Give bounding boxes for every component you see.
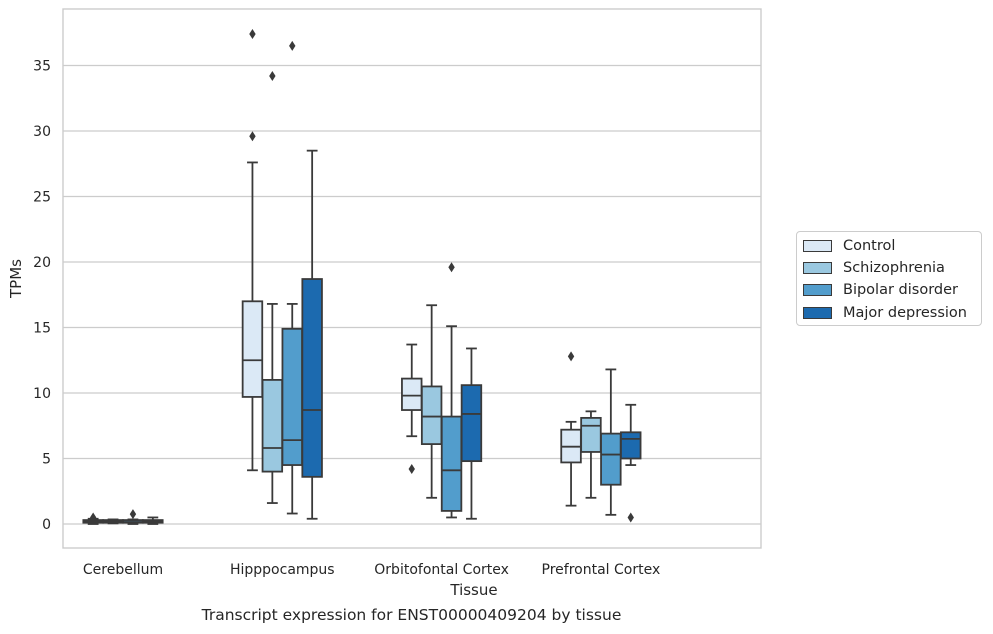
y-tick-label-15: 15	[33, 321, 51, 337]
legend-swatch-schizophrenia	[803, 262, 832, 274]
y-tick-label-10: 10	[33, 386, 51, 402]
box-iqr	[301, 278, 323, 478]
y-tick-label-20: 20	[33, 255, 51, 271]
outlier-point	[249, 29, 256, 40]
x-tick-label-orbitofontal-cortex: Orbitofontal Cortex	[374, 562, 509, 578]
outlier-point	[89, 512, 97, 523]
legend-swatch-bipolar-disorder	[803, 284, 832, 296]
gridlines	[63, 64, 761, 525]
outlier-point	[249, 131, 256, 142]
y-tick-label-0: 0	[42, 517, 51, 533]
box-iqr	[420, 385, 443, 445]
legend-label-bipolar-disorder: Bipolar disorder	[843, 282, 958, 298]
outlier-point	[269, 70, 276, 81]
y-tick-label-5: 5	[42, 452, 51, 468]
plot-area-frame	[62, 8, 762, 549]
box-iqr	[241, 300, 264, 398]
y-tick-label-30: 30	[33, 124, 51, 140]
legend-label-control: Control	[843, 238, 896, 254]
box-cerebellum-major-depression	[142, 516, 164, 525]
box-iqr	[281, 327, 303, 466]
outlier-point	[448, 262, 455, 273]
legend-item-major-depression: Major depression	[803, 303, 967, 323]
y-axis-label: TPMs	[7, 259, 25, 299]
box-prefrontal-cortex-major-depression	[620, 403, 642, 523]
figure-caption: Transcript expression for ENST0000040920…	[201, 606, 622, 624]
box-orbitofontal-cortex-schizophrenia	[420, 304, 443, 499]
box-orbitofontal-cortex-major-depression	[460, 347, 483, 520]
box-iqr	[440, 415, 463, 512]
box-iqr	[401, 377, 423, 411]
box-groups	[82, 29, 642, 525]
x-tick-labels: Cerebellum Hipppocampus Orbitofontal Corte…	[83, 562, 660, 578]
series-schizophrenia	[102, 70, 602, 525]
outlier-point	[289, 40, 296, 51]
legend-swatch-major-depression	[803, 307, 832, 319]
x-tick-label-cerebellum: Cerebellum	[83, 562, 163, 578]
legend: Control Schizophrenia Bipolar disorder M…	[796, 231, 982, 326]
x-axis-label: Tissue	[449, 581, 497, 599]
box-prefrontal-cortex-schizophrenia	[580, 410, 602, 499]
series-control	[82, 29, 582, 525]
y-tick-labels: 0 5 10 15 20 25 30 35	[33, 59, 51, 534]
box-iqr	[620, 431, 642, 460]
outlier-point	[627, 512, 634, 523]
box-iqr	[261, 378, 284, 473]
box-orbitofontal-cortex-bipolar-disorder	[440, 262, 463, 519]
box-prefrontal-cortex-bipolar-disorder	[600, 368, 622, 516]
legend-item-control: Control	[803, 236, 895, 256]
box-hipppocampus-control	[241, 29, 264, 472]
box-iqr	[580, 416, 602, 453]
box-iqr	[460, 384, 483, 463]
legend-label-major-depression: Major depression	[843, 305, 967, 321]
outlier-point	[567, 351, 575, 362]
x-tick-label-prefrontal-cortex: Prefrontal Cortex	[542, 562, 661, 578]
box-hipppocampus-major-depression	[301, 149, 323, 520]
legend-item-schizophrenia: Schizophrenia	[803, 258, 945, 278]
series-major-depression	[142, 149, 642, 525]
legend-item-bipolar-disorder: Bipolar disorder	[803, 280, 958, 300]
y-tick-label-25: 25	[33, 190, 51, 206]
box-cerebellum-control	[82, 512, 104, 525]
box-iqr	[600, 432, 622, 486]
y-tick-label-35: 35	[33, 59, 51, 75]
box-cerebellum-schizophrenia	[102, 518, 124, 525]
legend-swatch-control	[803, 240, 832, 252]
series-bipolar-disorder	[122, 40, 622, 525]
box-orbitofontal-cortex-control	[401, 343, 423, 474]
x-tick-label-hipppocampus: Hipppocampus	[230, 562, 335, 578]
box-hipppocampus-schizophrenia	[261, 70, 284, 504]
box-cerebellum-bipolar-disorder	[122, 509, 144, 525]
legend-label-schizophrenia: Schizophrenia	[843, 260, 945, 276]
outlier-point	[129, 509, 137, 520]
outlier-point	[408, 463, 415, 474]
box-hipppocampus-bipolar-disorder	[281, 40, 303, 515]
box-prefrontal-cortex-control	[560, 351, 582, 507]
